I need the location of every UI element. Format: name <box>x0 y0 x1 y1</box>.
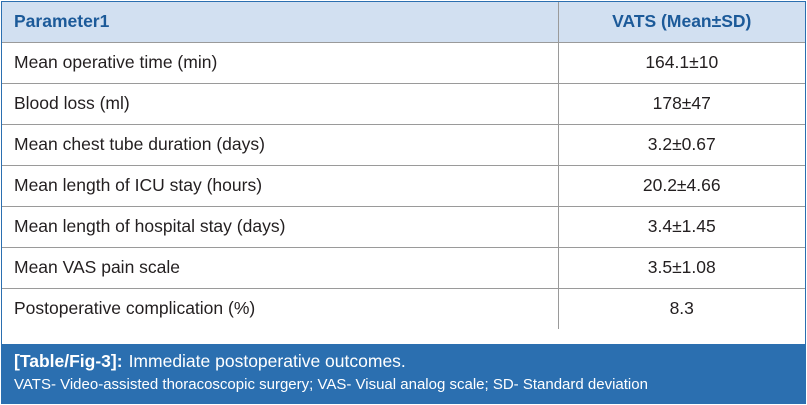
table-row: Blood loss (ml) 178±47 <box>2 82 805 125</box>
row-parameter: Mean operative time (min) <box>2 41 559 84</box>
caption-footnote: VATS- Video-assisted thoracoscopic surge… <box>14 376 648 393</box>
row-value: 3.2±0.67 <box>557 123 805 166</box>
figure-caption: [Table/Fig-3]: Immediate postoperative ou… <box>2 344 805 403</box>
row-parameter: Mean VAS pain scale <box>2 246 559 289</box>
caption-title-line: [Table/Fig-3]: Immediate postoperative ou… <box>14 348 793 374</box>
row-parameter: Mean length of hospital stay (days) <box>2 205 559 248</box>
row-parameter: Mean length of ICU stay (hours) <box>2 164 559 207</box>
row-value: 3.5±1.08 <box>557 246 805 289</box>
table-header-row: Parameter1 VATS (Mean±SD) <box>2 2 805 43</box>
row-parameter: Blood loss (ml) <box>2 82 559 125</box>
table-row: Postoperative complication (%) 8.3 <box>2 287 805 329</box>
table-row: Mean operative time (min) 164.1±10 <box>2 41 805 84</box>
row-value: 3.4±1.45 <box>557 205 805 248</box>
row-value: 164.1±10 <box>557 41 805 84</box>
header-vats: VATS (Mean±SD) <box>557 2 805 43</box>
row-parameter: Postoperative complication (%) <box>2 287 559 329</box>
table-row: Mean chest tube duration (days) 3.2±0.67 <box>2 123 805 166</box>
row-parameter: Mean chest tube duration (days) <box>2 123 559 166</box>
outcomes-table: Parameter1 VATS (Mean±SD) Mean operative… <box>2 2 805 329</box>
caption-label: [Table/Fig-3]: <box>14 351 123 371</box>
table-row: Mean length of hospital stay (days) 3.4±… <box>2 205 805 248</box>
table-row: Mean VAS pain scale 3.5±1.08 <box>2 246 805 289</box>
row-value: 20.2±4.66 <box>557 164 805 207</box>
caption-title: Immediate postoperative outcomes. <box>128 351 406 371</box>
header-parameter: Parameter1 <box>2 2 559 43</box>
table-row: Mean length of ICU stay (hours) 20.2±4.6… <box>2 164 805 207</box>
row-value: 178±47 <box>557 82 805 125</box>
row-value: 8.3 <box>557 287 805 329</box>
